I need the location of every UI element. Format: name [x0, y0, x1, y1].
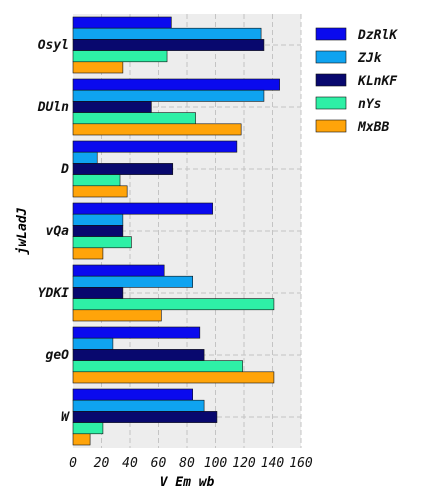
bar-nYs-vQa: [72, 236, 132, 249]
y-tick-label: D: [60, 162, 69, 177]
legend-label-ZJk: ZJk: [357, 51, 383, 66]
y-tick-label: W: [61, 410, 70, 425]
legend: DzRlK ZJk KLnKF nYs MxBB: [315, 27, 398, 135]
x-tick-label: 140: [261, 456, 285, 471]
x-tick-label: 160: [289, 456, 313, 471]
x-tick-label: 80: [179, 456, 195, 471]
legend-label-nYs: nYs: [358, 97, 381, 112]
bar-ZJk-YDKI: [72, 275, 193, 288]
bar-KLnKF-D: [72, 163, 174, 175]
legend-label-MxBB: MxBB: [357, 120, 389, 135]
bar-nYs-YDKI: [72, 298, 275, 311]
bar-marks: [72, 16, 280, 446]
x-tick-label: 60: [151, 456, 167, 471]
legend-label-DzRlK: DzRlK: [357, 28, 398, 43]
legend-swatch-KLnKF: [315, 73, 347, 87]
bar-nYs-D: [72, 174, 121, 187]
bar-KLnKF-vQa: [72, 225, 124, 237]
bar-nYs-W: [72, 422, 104, 435]
bar-MxBB-geO: [72, 371, 275, 384]
bar-KLnKF-YDKI: [72, 287, 124, 299]
y-tick-label: vQa: [46, 224, 70, 239]
legend-swatch-nYs: [315, 96, 347, 110]
bar-DzRlK-D: [72, 140, 238, 153]
bar-DzRlK-Osyl: [72, 16, 172, 29]
bar-DzRlK-vQa: [72, 202, 213, 215]
bar-KLnKF-DUln: [72, 101, 152, 113]
y-tick-label: Osyl: [38, 38, 69, 53]
x-tick-label: 100: [204, 456, 228, 471]
x-axis-label: V Em wb: [160, 475, 215, 490]
bar-ZJk-vQa: [72, 213, 124, 226]
bar-ZJk-DUln: [72, 89, 265, 102]
bar-nYs-DUln: [72, 112, 196, 125]
bar-DzRlK-W: [72, 388, 193, 401]
bar-MxBB-vQa: [72, 247, 104, 260]
bar-ZJk-W: [72, 399, 205, 412]
bar-MxBB-DUln: [72, 123, 242, 136]
bar-ZJk-geO: [72, 337, 114, 350]
y-axis-label: jwLadJ: [15, 207, 30, 255]
bar-KLnKF-W: [72, 411, 218, 423]
x-tick-label: 20: [94, 456, 110, 471]
y-tick-label: DUln: [37, 100, 69, 115]
y-tick-label: geO: [46, 348, 70, 363]
bar-DzRlK-geO: [72, 326, 201, 339]
bar-ZJk-D: [72, 151, 98, 164]
bar-nYs-Osyl: [72, 50, 168, 63]
bar-ZJk-Osyl: [72, 27, 262, 40]
x-tick-label: 40: [122, 456, 138, 471]
bar-MxBB-Osyl: [72, 61, 124, 74]
legend-label-KLnKF: KLnKF: [357, 74, 398, 89]
bar-KLnKF-Osyl: [72, 39, 265, 51]
legend-swatch-MxBB: [315, 119, 347, 133]
x-tick-labels: 0 20 40 60 80 100 120 140 160: [69, 456, 313, 471]
bar-MxBB-W: [72, 433, 91, 446]
bar-MxBB-YDKI: [72, 309, 162, 322]
legend-swatch-DzRlK: [315, 27, 347, 41]
x-tick-label: 120: [232, 456, 256, 471]
bar-DzRlK-YDKI: [72, 264, 165, 277]
bar-nYs-geO: [72, 360, 243, 373]
legend-swatch-ZJk: [315, 50, 347, 64]
bar-DzRlK-DUln: [72, 78, 280, 91]
bar-MxBB-D: [72, 185, 128, 198]
x-tick-label: 0: [69, 456, 77, 471]
bar-KLnKF-geO: [72, 349, 205, 361]
y-tick-label: YDKI: [38, 286, 69, 301]
